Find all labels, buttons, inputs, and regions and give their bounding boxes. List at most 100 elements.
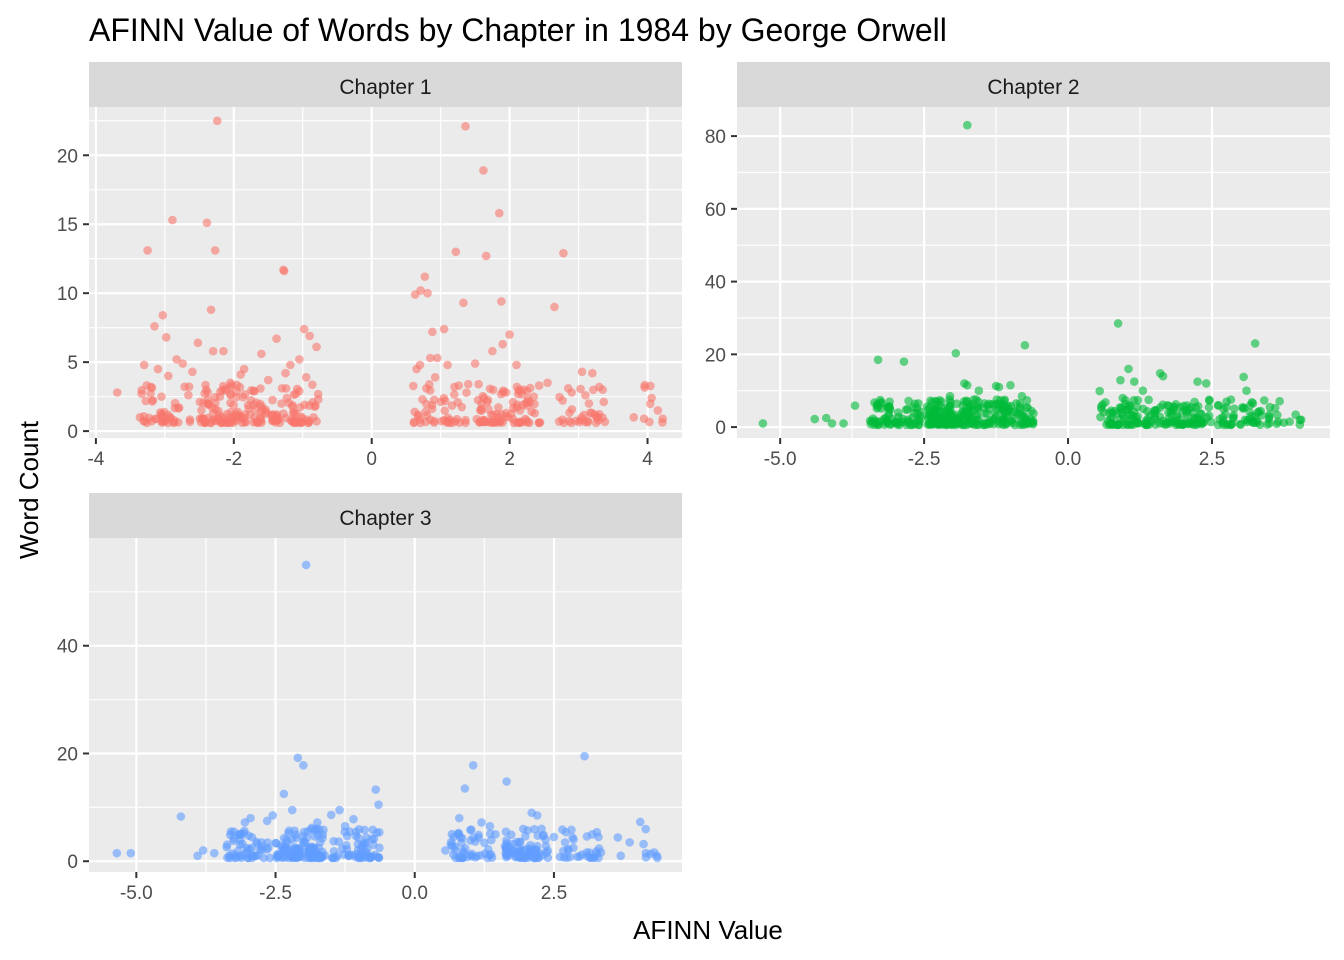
- data-point: [198, 846, 208, 855]
- data-point: [588, 368, 597, 378]
- data-point: [268, 811, 278, 820]
- data-point: [1236, 420, 1246, 429]
- data-point: [351, 831, 361, 841]
- data-point: [141, 396, 151, 406]
- data-point: [439, 324, 449, 334]
- data-point: [1273, 410, 1282, 420]
- data-point: [373, 852, 383, 862]
- data-point: [1006, 380, 1015, 390]
- data-point: [998, 399, 1007, 409]
- data-point: [256, 384, 265, 393]
- data-point: [460, 784, 470, 793]
- data-point: [211, 398, 220, 408]
- facet-strip-label: Chapter 1: [339, 76, 431, 99]
- data-point: [163, 371, 173, 381]
- data-point: [850, 401, 860, 410]
- data-point: [559, 846, 568, 856]
- data-point: [209, 848, 219, 858]
- data-point: [466, 850, 475, 860]
- data-point: [237, 413, 246, 423]
- chart-title: AFINN Value of Words by Chapter in 1984 …: [89, 12, 947, 48]
- data-point: [810, 414, 820, 424]
- data-point: [565, 852, 575, 862]
- data-point: [256, 414, 265, 424]
- data-point: [523, 826, 532, 835]
- data-point: [261, 405, 270, 415]
- data-point: [291, 852, 301, 861]
- data-point: [301, 373, 311, 382]
- data-point: [958, 407, 967, 416]
- data-point: [1259, 396, 1269, 405]
- data-point: [577, 367, 587, 377]
- data-point: [251, 405, 260, 414]
- data-point: [193, 338, 203, 348]
- y-tick-label: 0: [715, 418, 726, 439]
- data-point: [286, 360, 295, 370]
- data-point: [580, 751, 589, 761]
- data-point: [247, 386, 256, 395]
- data-point: [1125, 401, 1134, 411]
- data-point: [658, 418, 667, 427]
- data-point: [371, 785, 381, 794]
- data-point: [515, 385, 524, 395]
- data-point: [153, 364, 163, 374]
- data-point: [305, 331, 314, 341]
- data-point: [458, 853, 467, 863]
- data-point: [1272, 419, 1282, 429]
- data-point: [430, 373, 440, 382]
- data-point: [498, 339, 508, 349]
- data-point: [520, 853, 529, 863]
- data-point: [589, 853, 599, 863]
- data-point: [1254, 407, 1264, 416]
- data-point: [282, 846, 291, 855]
- data-point: [1285, 417, 1294, 426]
- data-point: [485, 829, 495, 839]
- data-point: [1150, 406, 1159, 415]
- data-point: [569, 835, 578, 844]
- data-point: [277, 399, 286, 408]
- data-point: [201, 380, 210, 390]
- facet-strip-label: Chapter 3: [339, 507, 431, 530]
- data-point: [906, 420, 915, 430]
- data-point: [279, 853, 288, 862]
- data-point: [561, 827, 571, 837]
- data-point: [410, 407, 420, 417]
- data-point: [1193, 377, 1202, 386]
- data-point: [252, 839, 262, 848]
- data-point: [1158, 371, 1168, 381]
- data-point: [875, 417, 884, 426]
- data-point: [1125, 420, 1135, 429]
- data-point: [1248, 418, 1258, 428]
- data-point: [537, 824, 546, 834]
- data-point: [582, 832, 592, 841]
- data-point: [468, 761, 478, 770]
- data-point: [559, 248, 568, 258]
- data-point: [467, 825, 476, 834]
- data-point: [374, 800, 383, 809]
- data-point: [450, 417, 460, 426]
- x-tick-label: -4: [87, 449, 104, 470]
- data-point: [1201, 379, 1211, 388]
- data-point: [309, 412, 318, 422]
- data-point: [272, 334, 281, 344]
- data-point: [505, 330, 514, 339]
- data-point: [135, 413, 145, 422]
- data-point: [477, 818, 486, 827]
- facet-strip: [89, 62, 682, 107]
- data-point: [1238, 404, 1248, 413]
- data-point: [354, 853, 364, 862]
- data-point: [498, 418, 507, 427]
- x-tick-label: -2: [225, 449, 242, 470]
- x-tick-label: 0.0: [1055, 449, 1081, 470]
- data-point: [427, 400, 437, 410]
- data-point: [150, 321, 159, 331]
- data-point: [534, 381, 544, 390]
- data-point: [176, 812, 186, 821]
- data-point: [281, 413, 291, 423]
- data-point: [962, 120, 972, 130]
- data-point: [139, 360, 149, 370]
- data-point: [293, 753, 303, 763]
- data-point: [247, 832, 257, 842]
- data-point: [235, 835, 245, 844]
